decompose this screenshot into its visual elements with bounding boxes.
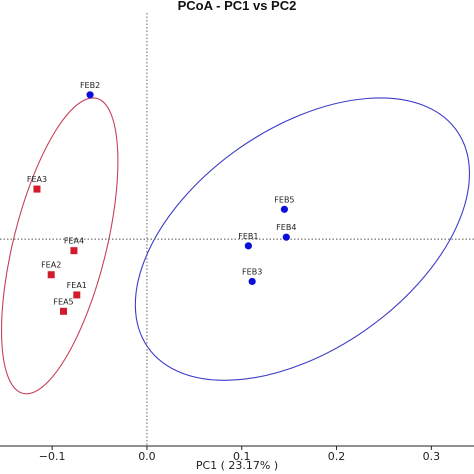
point-label-fea2: FEA2 xyxy=(41,261,61,270)
axes: −0.1 0.0 0.1 0.2 0.3 xyxy=(0,445,474,463)
x-tick-label-3: 0.2 xyxy=(328,450,346,463)
point-fea5 xyxy=(60,307,68,315)
x-tick-label-2: 0.1 xyxy=(233,450,251,463)
x-tick-label-0: −0.1 xyxy=(39,450,66,463)
point-feb1 xyxy=(244,242,252,250)
confidence-ellipse-1 xyxy=(0,97,119,395)
point-feb3 xyxy=(248,277,256,286)
point-fea4 xyxy=(70,247,78,255)
x-tick-label-1: 0.0 xyxy=(138,450,156,463)
point-label-fea1: FEA1 xyxy=(67,281,87,290)
confidence-ellipse-2 xyxy=(134,97,471,381)
point-label-fea3: FEA3 xyxy=(27,175,47,184)
point-label-feb5: FEB5 xyxy=(274,195,294,204)
point-feb4 xyxy=(282,233,290,241)
point-label-feb2: FEB2 xyxy=(80,81,100,90)
point-label-fea5: FEA5 xyxy=(53,297,73,306)
point-feb2 xyxy=(86,91,94,99)
chart-title: PCoA - PC1 vs PC2 xyxy=(178,0,297,13)
reference-lines xyxy=(0,13,474,446)
point-fea3 xyxy=(33,185,41,193)
point-label-fea4: FEA4 xyxy=(64,237,84,246)
point-label-feb1: FEB1 xyxy=(238,232,258,241)
x-axis-label: PC1 ( 23.17% ) xyxy=(196,459,278,472)
confidence-ellipses xyxy=(0,97,471,395)
point-fea2 xyxy=(47,271,55,279)
x-tick-label-4: 0.3 xyxy=(423,450,441,463)
point-feb5 xyxy=(280,205,288,213)
data-points: FEA3 FEA4 FEA2 FEA1 FEA5 FEB2 FEB5 FEB1 FEB4 FEB3 xyxy=(27,81,296,315)
point-label-feb4: FEB4 xyxy=(276,223,296,232)
point-fea1 xyxy=(73,291,81,299)
point-label-feb3: FEB3 xyxy=(242,267,262,276)
